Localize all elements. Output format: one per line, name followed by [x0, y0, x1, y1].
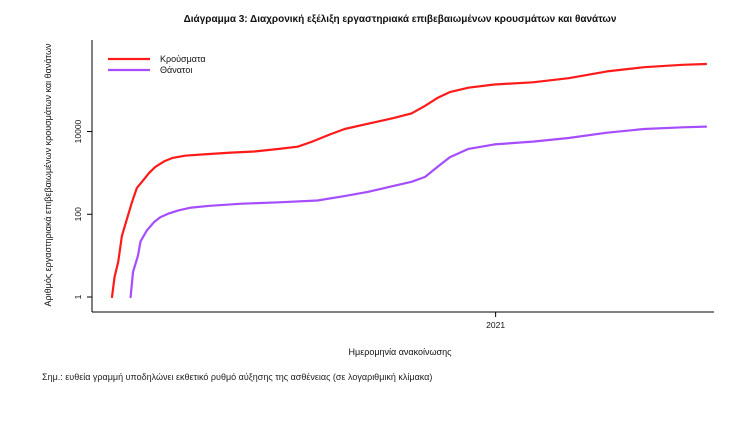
x-axis-label: Ημερομηνία ανακοίνωσης	[349, 347, 453, 357]
series-layer	[110, 62, 708, 299]
legend-label-cases: Κρούσματα	[160, 54, 206, 64]
x-axis-ticks: 2021	[486, 312, 505, 330]
legend: Κρούσματα Θάνατοι	[108, 54, 206, 75]
x-tick-label: 2021	[486, 320, 505, 330]
y-tick-label: 10000	[73, 119, 83, 143]
chart-title: Διάγραμμα 3: Διαχρονική εξέλιξη εργαστηρ…	[184, 14, 617, 25]
footnote: Σημ.: ευθεία γραμμή υποδηλώνει εκθετικό …	[42, 372, 433, 382]
y-axis-label: Αριθμός εργαστηριακά επιβεβαιωμένων κρου…	[43, 43, 53, 306]
y-axis-ticks: 1 100 10000	[73, 119, 92, 299]
y-tick-label: 1	[73, 294, 83, 299]
legend-label-deaths: Θάνατοι	[160, 65, 192, 75]
series-line-cases	[110, 62, 708, 299]
y-tick-label: 100	[73, 207, 83, 221]
series-line-deaths	[129, 125, 708, 299]
